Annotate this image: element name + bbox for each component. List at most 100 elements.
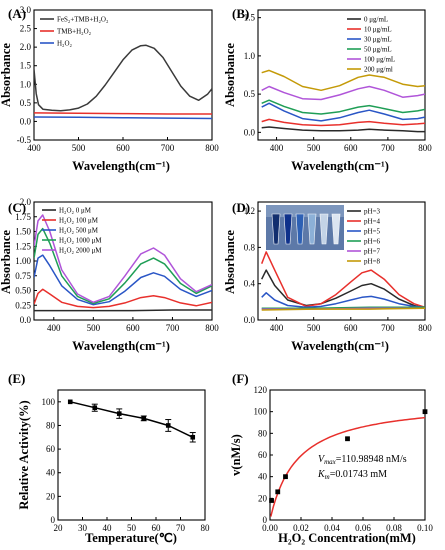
y-axis-title: Relative Activity(%): [17, 400, 31, 509]
y-axis-title: Absorbance: [0, 43, 13, 107]
panel-b: (B) 400 500 600 700 800 0.0 0.5 1.0 1.5 Wavelength…: [223, 6, 432, 173]
y-tick-label: 0.5: [244, 89, 256, 99]
y-axis-title: Absorbance: [223, 230, 237, 294]
y-axis-title: v(nM/s): [229, 434, 243, 476]
x-tick-label: 20: [54, 523, 64, 533]
series-line: [261, 269, 425, 309]
x-tick-label: 400: [27, 143, 41, 153]
x-axis-title: Wavelength(cm⁻¹): [291, 159, 389, 173]
x-tick-label: 400: [270, 323, 284, 333]
x-tick-label: 800: [418, 143, 432, 153]
x-tick-label: 500: [307, 143, 321, 153]
y-tick-label: 40: [46, 468, 56, 478]
vial-icon: [319, 213, 329, 245]
legend-label: pH=3: [364, 208, 381, 216]
series-line: [261, 118, 425, 127]
x-tick-label: 500: [87, 323, 101, 333]
series-line: [34, 227, 212, 305]
x-tick-label: 0.10: [417, 523, 433, 533]
y-tick-label: 120: [254, 385, 268, 395]
y-tick-label: 1.5: [20, 61, 32, 71]
y-tick-label: 20: [46, 491, 56, 501]
y-tick-label: 2.5: [20, 24, 32, 34]
x-tick-label: 800: [205, 143, 219, 153]
y-tick-label: 1.5: [244, 13, 256, 23]
series-line: [34, 116, 212, 120]
plot-frame: [257, 201, 426, 321]
legend-label: FeS₂+TMB+H₂O₂: [57, 16, 109, 24]
series-line: [261, 126, 425, 133]
x-tick-label: 700: [381, 323, 395, 333]
legend-label: 30 μg/mL: [364, 36, 392, 44]
x-axis-title: Wavelength(cm⁻¹): [72, 159, 170, 173]
km-annotation: Km=0.01743 mM: [317, 469, 387, 481]
y-tick-label: 0.4: [244, 279, 256, 289]
y-tick-label: 1.0: [20, 79, 32, 89]
legend-label: pH=7: [364, 248, 381, 256]
legend-label: pH=6: [364, 238, 381, 246]
y-tick-label: 0.8: [244, 242, 256, 252]
y-tick-label: -0.5: [17, 135, 32, 145]
x-tick-label: 400: [47, 323, 61, 333]
x-tick-label: 70: [176, 523, 186, 533]
series-line: [261, 69, 425, 92]
x-tick-label: 500: [307, 323, 321, 333]
legend-label: 0 μg/mL: [364, 16, 388, 24]
legend-label: H₂O₂: [57, 40, 73, 48]
series-line: [260, 251, 425, 309]
y-tick-label: 80: [46, 420, 56, 430]
vial-icon: [307, 213, 317, 245]
y-tick-label: 0.0: [20, 315, 32, 325]
y-tick-label: 0.50: [15, 286, 31, 296]
plot-frame: [257, 9, 426, 141]
y-tick-label: 0.0: [20, 116, 32, 126]
y-tick-label: 80: [258, 428, 268, 438]
y-tick-label: 0.75: [15, 271, 31, 281]
y-tick-label: 100: [42, 397, 56, 407]
panel-label: (E): [8, 371, 25, 386]
x-tick-label: 0.08: [386, 523, 402, 533]
series-line: [34, 44, 212, 112]
y-tick-label: 2.0: [20, 197, 32, 207]
legend-label: 100 μg/mL: [364, 56, 395, 64]
x-tick-label: 500: [72, 143, 86, 153]
y-tick-label: 3.0: [20, 5, 32, 15]
x-tick-label: 600: [344, 143, 358, 153]
series-line: [34, 254, 212, 306]
panel-label: (F): [232, 371, 249, 386]
x-axis-title: Temperature(℃): [85, 531, 177, 545]
x-tick-label: 40: [103, 523, 113, 533]
y-tick-label: 0.5: [20, 98, 32, 108]
legend-label: pH=4: [364, 218, 381, 226]
y-tick-label: 1.75: [15, 212, 31, 222]
legend-label: 10 μg/mL: [364, 26, 392, 34]
plot-frame: [57, 389, 206, 521]
series-line: [261, 306, 425, 309]
y-axis-title: Absorbance: [223, 43, 237, 107]
x-tick-label: 700: [381, 143, 395, 153]
vmax-annotation: Vmax=110.98948 nM/s: [318, 454, 407, 466]
x-tick-label: 800: [205, 323, 219, 333]
legend-label: 200 μg/ml: [364, 66, 393, 74]
x-axis-title: Wavelength(cm⁻¹): [291, 339, 389, 353]
y-tick-label: 0.25: [15, 300, 31, 310]
panel-f: (F) 0.00 0.02 0.04 0.06 0.08 0.10 0 20 40 60 80 100 1…: [229, 371, 433, 545]
y-tick-label: 0.0: [244, 315, 256, 325]
y-tick-label: 40: [258, 472, 268, 482]
data-point: [283, 474, 288, 480]
panel-label: (C): [8, 200, 26, 215]
data-point: [269, 498, 274, 503]
x-tick-label: 700: [166, 323, 180, 333]
x-tick-label: 0.02: [293, 523, 309, 533]
vial-icon: [295, 213, 305, 245]
y-tick-label: 1.0: [244, 51, 256, 61]
y-tick-label: 1.2: [244, 206, 255, 216]
x-tick-label: 80: [201, 523, 211, 533]
data-point: [67, 399, 73, 405]
series-line: [70, 401, 194, 438]
panel-a: (A) 400 500 600 700 800 -0.5 0.0 0.5 1.0 1.5 2.0 2.5…: [0, 5, 219, 173]
y-tick-label: 1.50: [15, 227, 31, 237]
panel-e: (E)20 30 40 50 60 70 80020406080100Temperature…: [8, 371, 210, 545]
x-axis-title: Wavelength(cm⁻¹): [72, 339, 170, 353]
